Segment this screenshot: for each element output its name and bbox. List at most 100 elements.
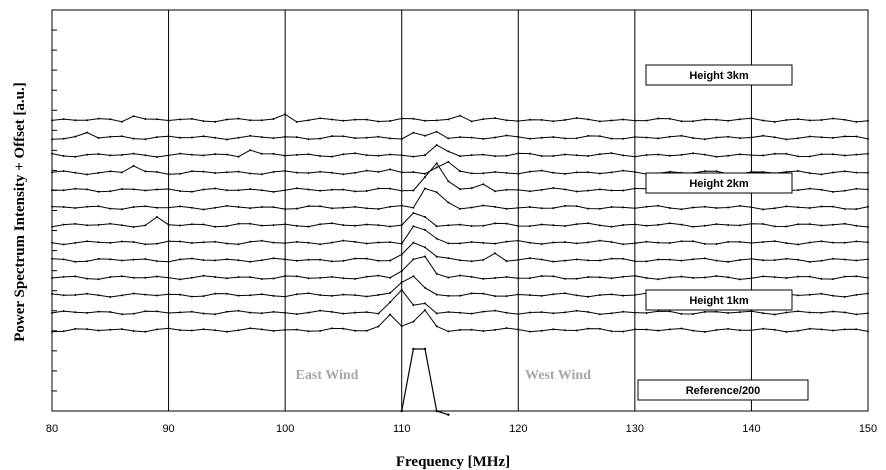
height-3km-text: Height 3km [689,70,749,82]
spectrum-point [155,156,158,158]
spectrum-point [773,328,776,331]
spectrum-point [528,241,531,244]
spectrum-point [575,171,578,174]
spectrum-point [214,225,217,228]
spectrum-point [365,118,368,121]
spectrum-point [470,225,473,227]
spectrum-point [715,223,718,226]
spectrum-point [120,120,123,123]
spectrum-point [563,119,566,121]
spectrum-point [459,311,461,314]
spectrum-point [459,207,461,210]
spectrum-point [86,311,88,314]
spectrum-point [307,138,310,141]
spectrum-point [260,206,263,208]
spectrum-point [785,242,788,245]
spectrum-point [132,206,135,208]
spectrum-point [249,276,252,279]
spectrum-point [307,241,310,244]
spectrum-point [482,153,485,156]
spectrum-point [225,292,228,295]
spectrum-point [424,228,426,231]
spectrum-point [389,301,392,304]
spectrum-point [494,155,496,158]
spectrum-point [808,187,811,190]
spectrum-point [482,137,485,140]
spectrum-line [51,131,869,141]
spectrum-point [249,260,252,263]
spectrum-point [120,240,123,243]
spectrum-point [74,155,77,158]
spectrum-point [622,169,625,172]
spectrum-line [51,242,869,263]
spectrum-point [563,153,566,156]
spectrum-point [190,117,193,120]
spectrum-point [167,135,170,138]
spectrum-point [703,257,706,260]
spectrum-point [400,242,403,245]
spectrum-point [738,118,741,121]
spectrum-point [272,118,275,120]
spectrum-point [855,240,858,243]
spectrum-point [820,259,823,262]
spectrum-point [447,276,450,279]
spectrum-point [167,293,170,296]
spectrum-point [505,327,508,330]
spectrum-point [563,204,566,207]
spectrum-point [354,294,357,297]
spectrum-point [610,312,613,315]
spectrum-point [424,134,426,137]
spectrum-point [692,120,695,123]
spectrum-point [843,118,846,121]
spectrum-point [517,277,520,280]
x-tick-label-140: 140 [742,423,760,435]
spectrum-point [97,153,100,155]
spectrum-point [109,258,112,261]
spectrum-point [633,223,636,226]
spectrum-point [738,204,741,207]
spectrum-point [74,119,77,122]
spectrum-point [855,208,858,211]
spectrum-point [74,207,77,209]
spectrum-point [680,134,683,137]
spectrum-point [412,117,415,120]
spectrum-point [832,278,834,281]
spectrum-point [295,275,298,278]
spectrum-point [808,223,811,226]
spectrum-point [365,190,368,192]
spectrum-point [505,276,508,278]
spectrum-point [482,172,485,175]
spectrum-point [190,295,193,298]
x-axis-title: Frequency [MHz] [396,454,510,470]
spectrum-point [447,242,450,245]
spectrum-point [319,294,322,297]
spectrum-point [97,190,100,193]
spectrum-point [808,207,811,209]
spectrum-point [284,275,287,277]
spectrum-point [633,260,636,263]
spectrum-point [517,225,520,227]
spectrum-point [447,150,450,153]
spectrum-point [342,312,345,315]
spectrum-point [820,205,823,208]
spectrum-point [575,329,578,332]
spectrum-point [97,223,100,226]
spectrum-point [132,164,135,167]
spectrum-point [528,190,531,193]
spectrum-series-5 [51,241,869,263]
spectrum-point [319,117,322,120]
spectrum-point [528,330,531,333]
x-tick-label-80: 80 [46,423,58,435]
spectrum-point [400,253,403,256]
spectrum-point [167,327,170,330]
spectrum-point [62,206,65,208]
spectrum-point [610,241,613,243]
reference-label: Reference/200 [637,379,809,401]
spectrum-point [155,171,158,173]
spectrum-point [633,187,636,190]
spectrum-point [86,131,88,134]
spectrum-point [144,154,147,157]
spectrum-point [284,295,287,298]
spectrum-point [727,224,730,226]
spectrum-point [109,296,112,298]
